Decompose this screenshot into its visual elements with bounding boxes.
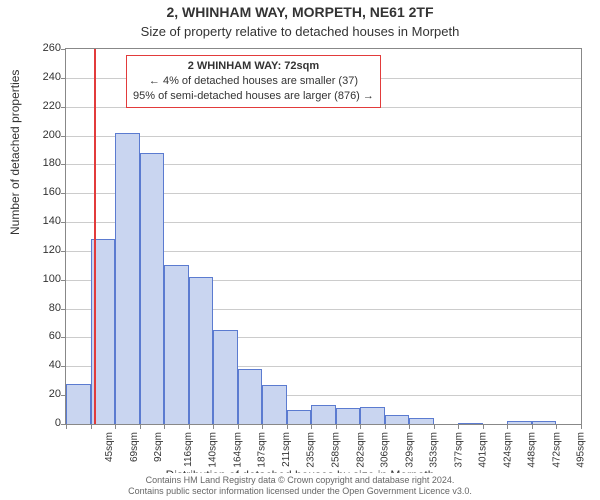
xtick-mark	[238, 424, 239, 429]
ytick-label: 140	[21, 215, 61, 227]
xtick-label: 187sqm	[257, 432, 268, 468]
xtick-label: 140sqm	[208, 432, 219, 468]
histogram-bar	[140, 153, 165, 424]
xtick-label: 424sqm	[502, 432, 513, 468]
histogram-bar	[532, 421, 557, 424]
xtick-mark	[434, 424, 435, 429]
histogram-bar	[507, 421, 532, 424]
footer-text: Contains HM Land Registry data © Crown c…	[0, 473, 600, 500]
histogram-bar	[66, 384, 91, 424]
xtick-label: 448sqm	[527, 432, 538, 468]
xtick-label: 116sqm	[183, 432, 194, 467]
ytick-label: 0	[21, 417, 61, 429]
ytick-mark	[61, 366, 66, 367]
xtick-label: 401sqm	[478, 432, 489, 468]
xtick-mark	[385, 424, 386, 429]
xtick-label: 45sqm	[104, 432, 115, 462]
histogram-bar	[360, 407, 385, 424]
histogram-bar	[458, 423, 483, 424]
xtick-mark	[507, 424, 508, 429]
ytick-label: 100	[21, 273, 61, 285]
histogram-bar	[238, 369, 263, 424]
ytick-label: 180	[21, 157, 61, 169]
ytick-mark	[61, 107, 66, 108]
xtick-mark	[115, 424, 116, 429]
histogram-bar	[164, 265, 189, 424]
ytick-label: 60	[21, 330, 61, 342]
xtick-label: 211sqm	[281, 432, 292, 467]
xtick-mark	[311, 424, 312, 429]
ytick-label: 240	[21, 71, 61, 83]
xtick-label: 282sqm	[355, 432, 366, 468]
ytick-mark	[61, 222, 66, 223]
xtick-label: 92sqm	[153, 432, 164, 462]
chart-subtitle: Size of property relative to detached ho…	[0, 24, 600, 39]
xtick-mark	[164, 424, 165, 429]
ytick-mark	[61, 164, 66, 165]
xtick-mark	[360, 424, 361, 429]
xtick-mark	[556, 424, 557, 429]
xtick-label: 353sqm	[429, 432, 440, 468]
xtick-label: 235sqm	[306, 432, 317, 468]
footer-line-2: Contains public sector information licen…	[0, 486, 600, 497]
xtick-mark	[336, 424, 337, 429]
xtick-mark	[409, 424, 410, 429]
ytick-mark	[61, 280, 66, 281]
histogram-bar	[262, 385, 287, 424]
ytick-mark	[61, 337, 66, 338]
ytick-mark	[61, 49, 66, 50]
ytick-mark	[61, 193, 66, 194]
ytick-label: 20	[21, 388, 61, 400]
info-box-line-1: 2 WHINHAM WAY: 72sqm	[133, 59, 374, 74]
ytick-mark	[61, 136, 66, 137]
histogram-bar	[189, 277, 214, 424]
histogram-bar	[115, 133, 140, 424]
xtick-label: 164sqm	[232, 432, 243, 468]
xtick-mark	[140, 424, 141, 429]
xtick-label: 306sqm	[380, 432, 391, 468]
xtick-mark	[213, 424, 214, 429]
info-box: 2 WHINHAM WAY: 72sqm← 4% of detached hou…	[126, 55, 381, 108]
xtick-mark	[483, 424, 484, 429]
figure: 2, WHINHAM WAY, MORPETH, NE61 2TF Size o…	[0, 0, 600, 500]
ytick-label: 120	[21, 244, 61, 256]
gridline	[66, 136, 581, 137]
ytick-mark	[61, 78, 66, 79]
xtick-mark	[91, 424, 92, 429]
y-axis-label: Number of detached properties	[8, 70, 22, 235]
xtick-mark	[458, 424, 459, 429]
xtick-label: 377sqm	[453, 432, 464, 468]
xtick-mark	[66, 424, 67, 429]
histogram-bar	[336, 408, 361, 424]
ytick-mark	[61, 251, 66, 252]
xtick-label: 69sqm	[129, 432, 140, 462]
ytick-label: 80	[21, 302, 61, 314]
histogram-bar	[409, 418, 434, 424]
histogram-bar	[311, 405, 336, 424]
xtick-mark	[189, 424, 190, 429]
histogram-bar	[385, 415, 410, 424]
ytick-label: 40	[21, 359, 61, 371]
ytick-mark	[61, 309, 66, 310]
info-box-line-2: ← 4% of detached houses are smaller (37)	[133, 74, 374, 89]
info-box-line-3: 95% of semi-detached houses are larger (…	[133, 89, 374, 104]
plot-area: 02040608010012014016018020022024026045sq…	[65, 48, 582, 425]
ytick-label: 160	[21, 186, 61, 198]
marker-line	[94, 49, 96, 424]
xtick-label: 495sqm	[576, 432, 587, 468]
xtick-label: 329sqm	[404, 432, 415, 468]
ytick-label: 260	[21, 42, 61, 54]
xtick-mark	[532, 424, 533, 429]
ytick-label: 220	[21, 100, 61, 112]
ytick-label: 200	[21, 129, 61, 141]
xtick-mark	[262, 424, 263, 429]
xtick-mark	[581, 424, 582, 429]
histogram-bar	[287, 410, 312, 424]
chart-title: 2, WHINHAM WAY, MORPETH, NE61 2TF	[0, 4, 600, 20]
histogram-bar	[213, 330, 238, 424]
xtick-label: 258sqm	[331, 432, 342, 468]
xtick-mark	[287, 424, 288, 429]
footer-line-1: Contains HM Land Registry data © Crown c…	[0, 475, 600, 486]
xtick-label: 472sqm	[551, 432, 562, 468]
